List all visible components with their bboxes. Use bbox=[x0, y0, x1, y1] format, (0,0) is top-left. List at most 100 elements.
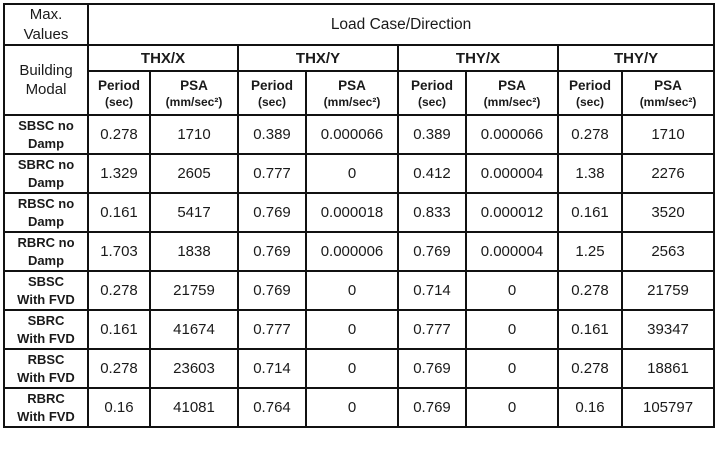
period-value-cell: 0.16 bbox=[87, 387, 151, 428]
psa-unit: (mm/sec²) bbox=[165, 94, 223, 109]
psa-value-cell: 41081 bbox=[149, 387, 239, 428]
row-label: SBSC no Damp bbox=[3, 114, 89, 155]
period-value-cell: 0.769 bbox=[397, 387, 467, 428]
psa-label: PSA bbox=[338, 77, 366, 93]
period-value-cell: 0.161 bbox=[87, 309, 151, 350]
period-value-cell: 0.161 bbox=[557, 192, 623, 233]
psa-value-cell: 18861 bbox=[620, 348, 716, 389]
psa-value-cell: 39347 bbox=[620, 309, 716, 350]
period-value-cell: 0.769 bbox=[397, 231, 467, 272]
psa-value-cell: 5417 bbox=[149, 192, 239, 233]
table-row: RBRC With FVD 0.16 41081 0.764 0 0.769 0 0.16 10… bbox=[3, 387, 716, 428]
period-value-cell: 0.769 bbox=[397, 348, 467, 389]
period-value-cell: 0.389 bbox=[397, 114, 467, 155]
psa-unit: (mm/sec²) bbox=[639, 94, 697, 109]
psa-value-cell: 21759 bbox=[620, 270, 716, 311]
period-value-cell: 0.764 bbox=[237, 387, 307, 428]
period-value-cell: 0.389 bbox=[237, 114, 307, 155]
table-row: RBRC no Damp 1.703 1838 0.769 0.000006 0.769 0… bbox=[3, 231, 716, 272]
period-label: Period bbox=[410, 77, 453, 93]
row-label: SBRC no Damp bbox=[3, 153, 89, 194]
psa-value-cell: 3520 bbox=[620, 192, 716, 233]
psa-value-cell: 0 bbox=[465, 348, 559, 389]
psa-value-cell: 0.000018 bbox=[305, 192, 399, 233]
period-value-cell: 0.769 bbox=[237, 270, 307, 311]
period-value-cell: 1.329 bbox=[87, 153, 151, 194]
psa-value-cell: 21759 bbox=[149, 270, 239, 311]
row-label: RBRC With FVD bbox=[3, 387, 89, 428]
period-value-cell: 0.714 bbox=[237, 348, 307, 389]
period-value-cell: 0.777 bbox=[237, 309, 307, 350]
period-label: Period bbox=[250, 77, 293, 93]
period-column-header: Period (sec) bbox=[397, 70, 467, 116]
psa-value-cell: 1710 bbox=[620, 114, 716, 155]
group-header-thy-y: THY/Y bbox=[556, 44, 716, 72]
row-label: RBSC With FVD bbox=[3, 348, 89, 389]
table-row: SBRC With FVD 0.161 41674 0.777 0 0.777 0 0.161… bbox=[3, 309, 716, 350]
psa-value-cell: 0 bbox=[465, 387, 559, 428]
period-value-cell: 0.161 bbox=[557, 309, 623, 350]
period-value-cell: 1.25 bbox=[557, 231, 623, 272]
psa-value-cell: 2276 bbox=[620, 153, 716, 194]
corner-header-max-values: Max. Values bbox=[3, 3, 89, 46]
period-value-cell: 1.703 bbox=[87, 231, 151, 272]
period-value-cell: 0.833 bbox=[397, 192, 467, 233]
psa-value-cell: 0.000066 bbox=[465, 114, 559, 155]
period-value-cell: 0.769 bbox=[237, 231, 307, 272]
group-header-thx-y: THX/Y bbox=[237, 44, 399, 72]
table-row: RBSC no Damp 0.161 5417 0.769 0.000018 0.833 0… bbox=[3, 192, 716, 233]
period-value-cell: 0.161 bbox=[87, 192, 151, 233]
load-case-direction-header: Load Case/Direction bbox=[86, 3, 716, 46]
corner-header-building-modal: Building Modal bbox=[3, 44, 89, 116]
period-value-cell: 0.278 bbox=[87, 348, 151, 389]
table-body: SBSC no Damp 0.278 1710 0.389 0.000066 0.389 0… bbox=[3, 114, 716, 428]
period-value-cell: 0.777 bbox=[237, 153, 307, 194]
psa-value-cell: 23603 bbox=[149, 348, 239, 389]
header-row-groups: Building Modal THX/X THX/Y THY/X THY/Y bbox=[3, 44, 716, 116]
row-label: SBSC With FVD bbox=[3, 270, 89, 311]
psa-value-cell: 0 bbox=[305, 153, 399, 194]
psa-value-cell: 1710 bbox=[149, 114, 239, 155]
psa-value-cell: 0.000004 bbox=[465, 231, 559, 272]
period-column-header: Period (sec) bbox=[557, 70, 623, 116]
psa-value-cell: 0 bbox=[305, 309, 399, 350]
psa-value-cell: 41674 bbox=[149, 309, 239, 350]
table-row: SBSC no Damp 0.278 1710 0.389 0.000066 0.389 0… bbox=[3, 114, 716, 155]
row-label: RBSC no Damp bbox=[3, 192, 89, 233]
period-value-cell: 1.38 bbox=[557, 153, 623, 194]
period-label: Period bbox=[568, 77, 611, 93]
row-label: RBRC no Damp bbox=[3, 231, 89, 272]
psa-label: PSA bbox=[654, 77, 682, 93]
psa-column-header: PSA (mm/sec²) bbox=[620, 70, 716, 116]
period-value-cell: 0.278 bbox=[557, 114, 623, 155]
period-value-cell: 0.16 bbox=[557, 387, 623, 428]
psa-column-header: PSA (mm/sec²) bbox=[465, 70, 559, 116]
period-value-cell: 0.278 bbox=[87, 114, 151, 155]
header-row-subcolumns: Period (sec) PSA (mm/sec²) Period (sec) … bbox=[4, 70, 716, 116]
period-unit: (sec) bbox=[575, 94, 604, 109]
period-value-cell: 0.412 bbox=[397, 153, 467, 194]
header-row-top: Max. Values Load Case/Direction bbox=[3, 3, 716, 46]
table-row: RBSC With FVD 0.278 23603 0.714 0 0.769 0 0.278… bbox=[3, 348, 716, 389]
period-value-cell: 0.769 bbox=[237, 192, 307, 233]
psa-value-cell: 2605 bbox=[149, 153, 239, 194]
table-row: SBSC With FVD 0.278 21759 0.769 0 0.714 0 0.278… bbox=[3, 270, 716, 311]
psa-column-header: PSA (mm/sec²) bbox=[149, 70, 239, 116]
period-column-header: Period (sec) bbox=[237, 70, 307, 116]
period-unit: (sec) bbox=[104, 94, 133, 109]
period-value-cell: 0.777 bbox=[397, 309, 467, 350]
group-header-thx-x: THX/X bbox=[87, 44, 239, 72]
psa-unit: (mm/sec²) bbox=[323, 94, 381, 109]
period-value-cell: 0.278 bbox=[87, 270, 151, 311]
row-label: SBRC With FVD bbox=[3, 309, 89, 350]
period-value-cell: 0.714 bbox=[397, 270, 467, 311]
psa-value-cell: 0 bbox=[465, 270, 559, 311]
psa-unit: (mm/sec²) bbox=[483, 94, 541, 109]
period-unit: (sec) bbox=[257, 94, 286, 109]
period-column-header: Period (sec) bbox=[87, 70, 151, 116]
psa-value-cell: 0.000066 bbox=[305, 114, 399, 155]
psa-value-cell: 1838 bbox=[149, 231, 239, 272]
period-unit: (sec) bbox=[417, 94, 446, 109]
psa-value-cell: 0 bbox=[305, 270, 399, 311]
